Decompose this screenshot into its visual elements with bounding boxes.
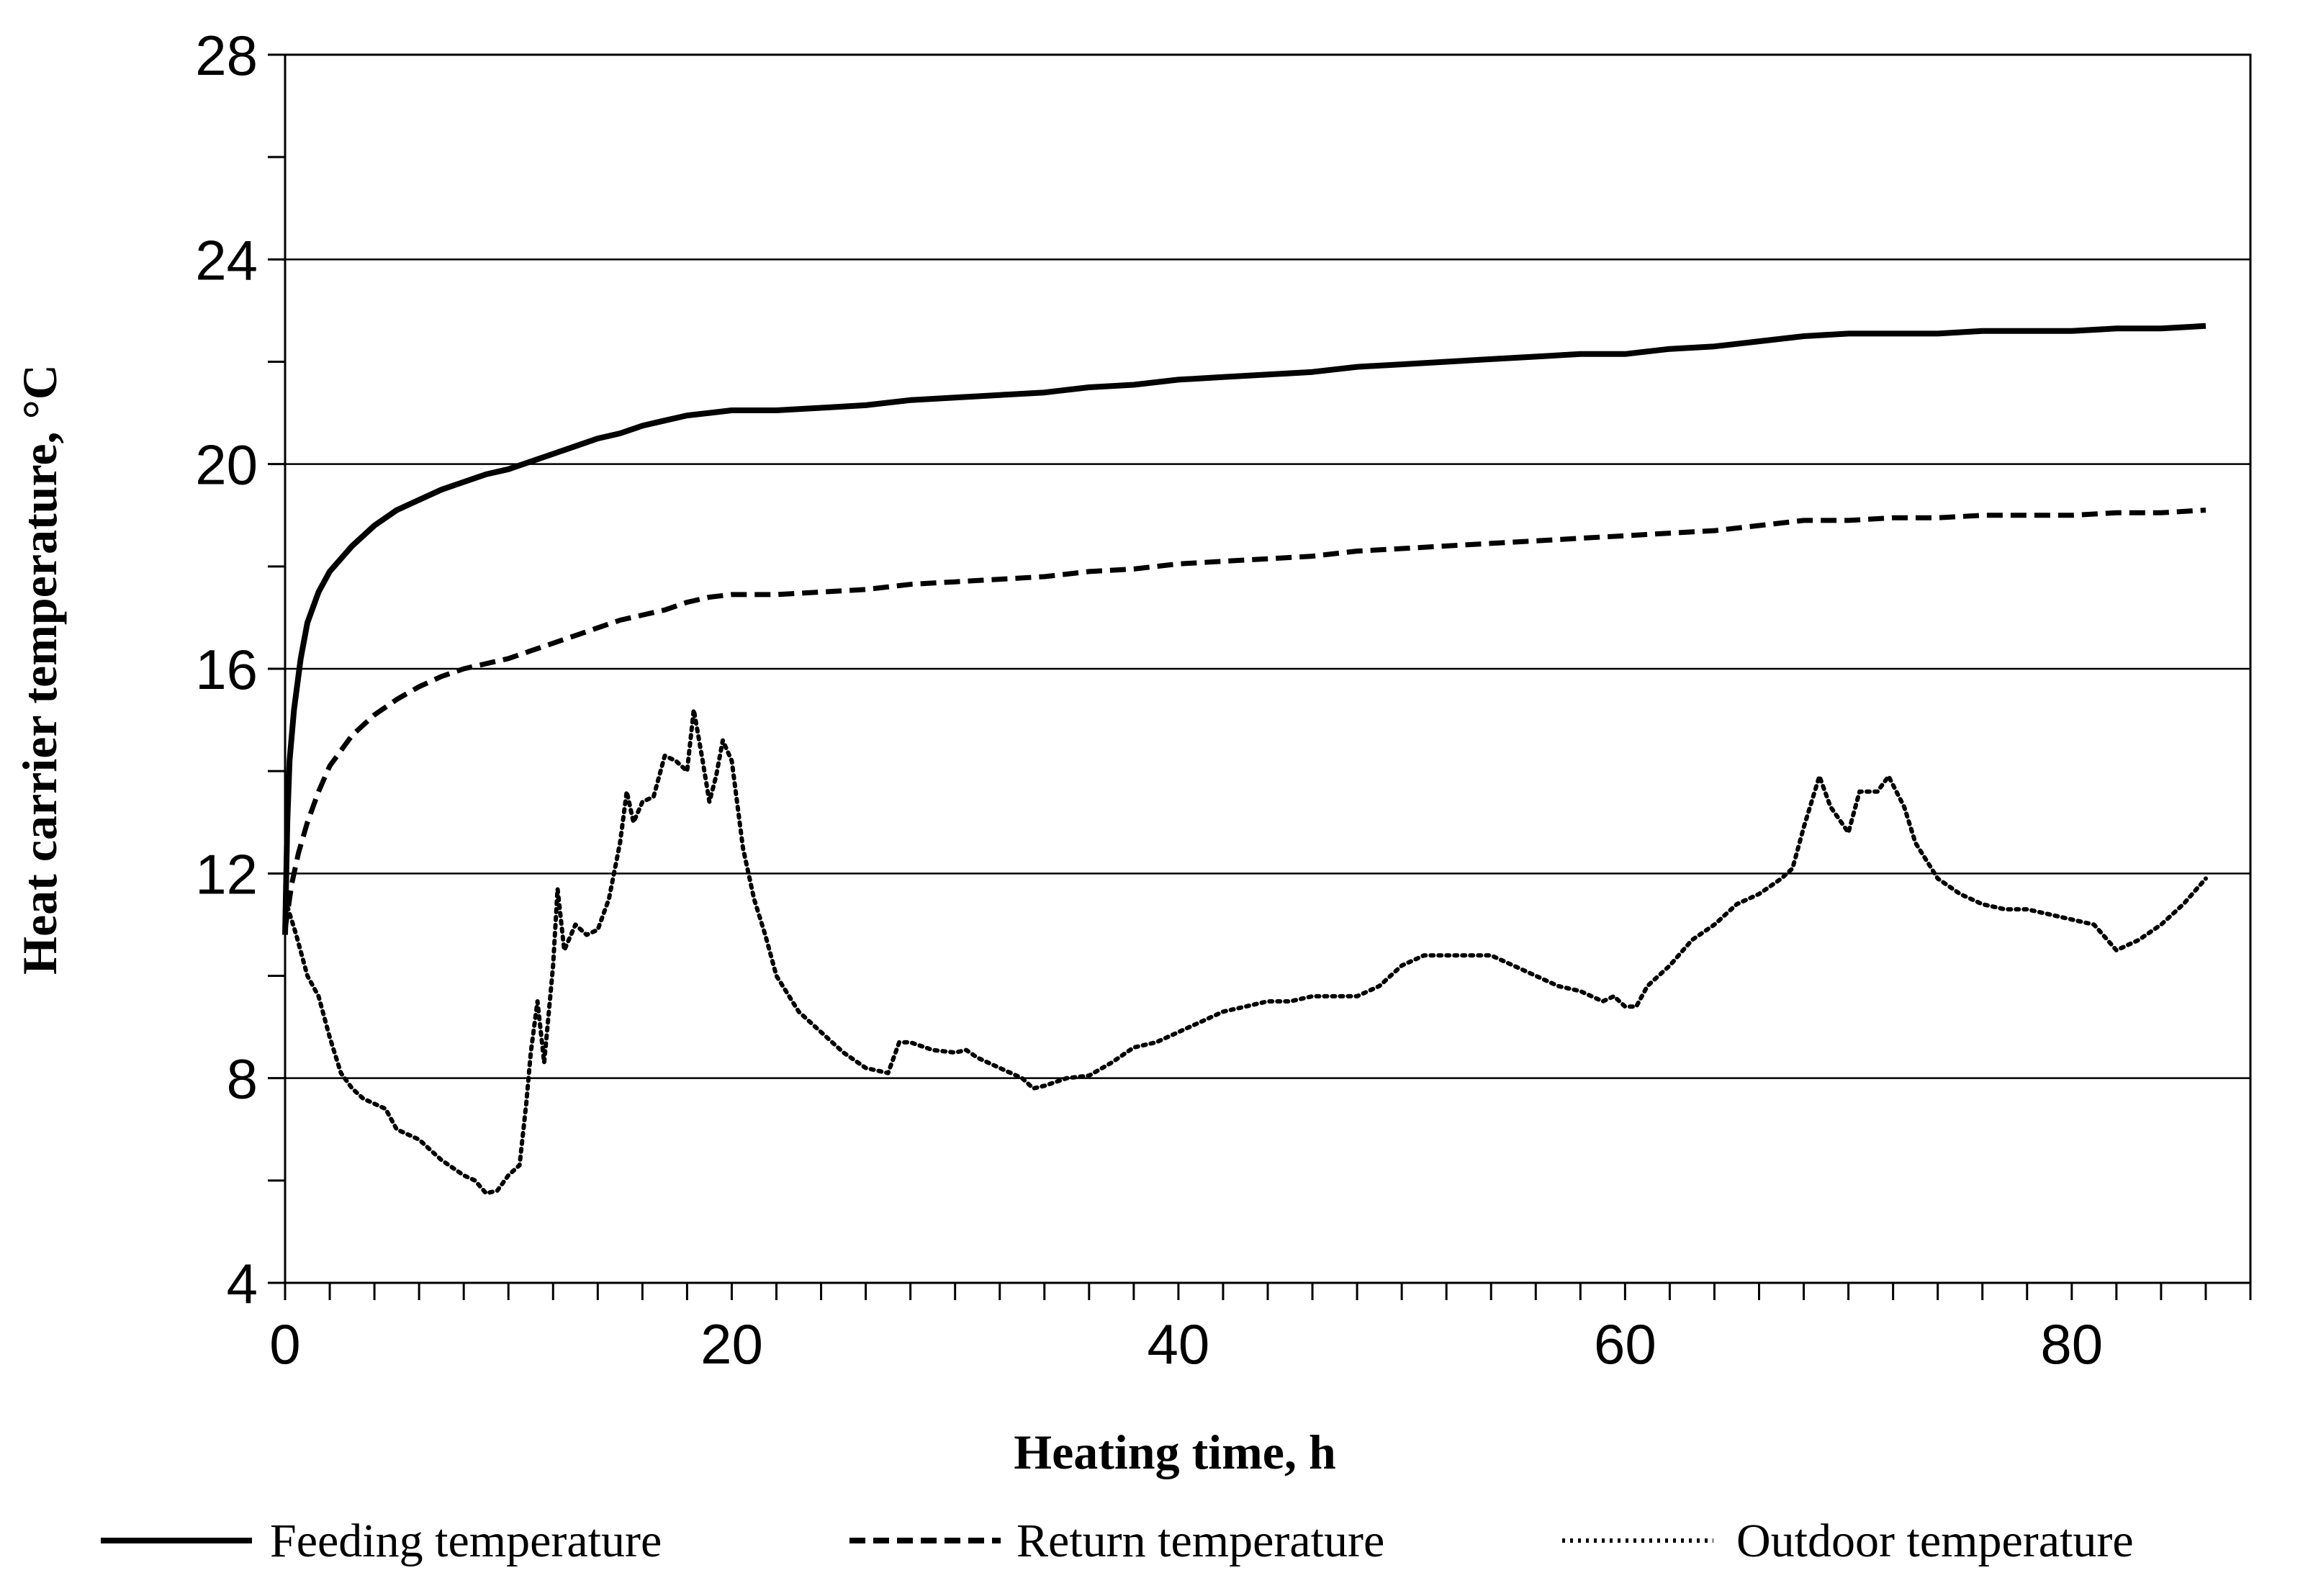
legend-item-return: Return temperature: [849, 1515, 1384, 1567]
x-tick-label-40: 40: [1148, 1312, 1210, 1376]
axis-ticks: [268, 53, 2252, 1300]
series-line-outdoor: [283, 707, 2208, 1196]
legend-item-outdoor: Outdoor temperature: [1562, 1515, 2134, 1567]
y-tick-label-12: 12: [195, 842, 258, 906]
y-tick-label-24: 24: [195, 228, 258, 292]
y-axis-title: Heat carrier temperature, °C: [12, 364, 67, 975]
y-tick-label-28: 28: [195, 24, 258, 87]
tick-labels: 4 8 12 16 20 24 28 0 20 40 60 80: [195, 24, 2103, 1376]
x-axis-title: Heating time, h: [1014, 1425, 1336, 1479]
x-tick-label-0: 0: [269, 1312, 300, 1376]
series-layer: [282, 323, 2208, 1196]
y-tick-label-20: 20: [195, 433, 258, 497]
grid-lines: [285, 258, 2250, 1079]
series-line-return: [282, 508, 2206, 931]
legend-label-return: Return temperature: [1016, 1515, 1384, 1567]
y-tick-label-16: 16: [195, 638, 258, 701]
legend: Feeding temperature Return temperature O…: [101, 1515, 2134, 1567]
legend-label-feeding: Feeding temperature: [270, 1515, 662, 1567]
legend-label-outdoor: Outdoor temperature: [1736, 1515, 2134, 1567]
series-line-feeding: [282, 323, 2206, 935]
y-tick-label-4: 4: [227, 1252, 258, 1315]
legend-item-feeding: Feeding temperature: [101, 1515, 662, 1567]
x-tick-label-80: 80: [2040, 1312, 2103, 1376]
y-tick-label-8: 8: [227, 1047, 258, 1111]
x-tick-label-60: 60: [1594, 1312, 1656, 1376]
x-tick-label-20: 20: [700, 1312, 763, 1376]
